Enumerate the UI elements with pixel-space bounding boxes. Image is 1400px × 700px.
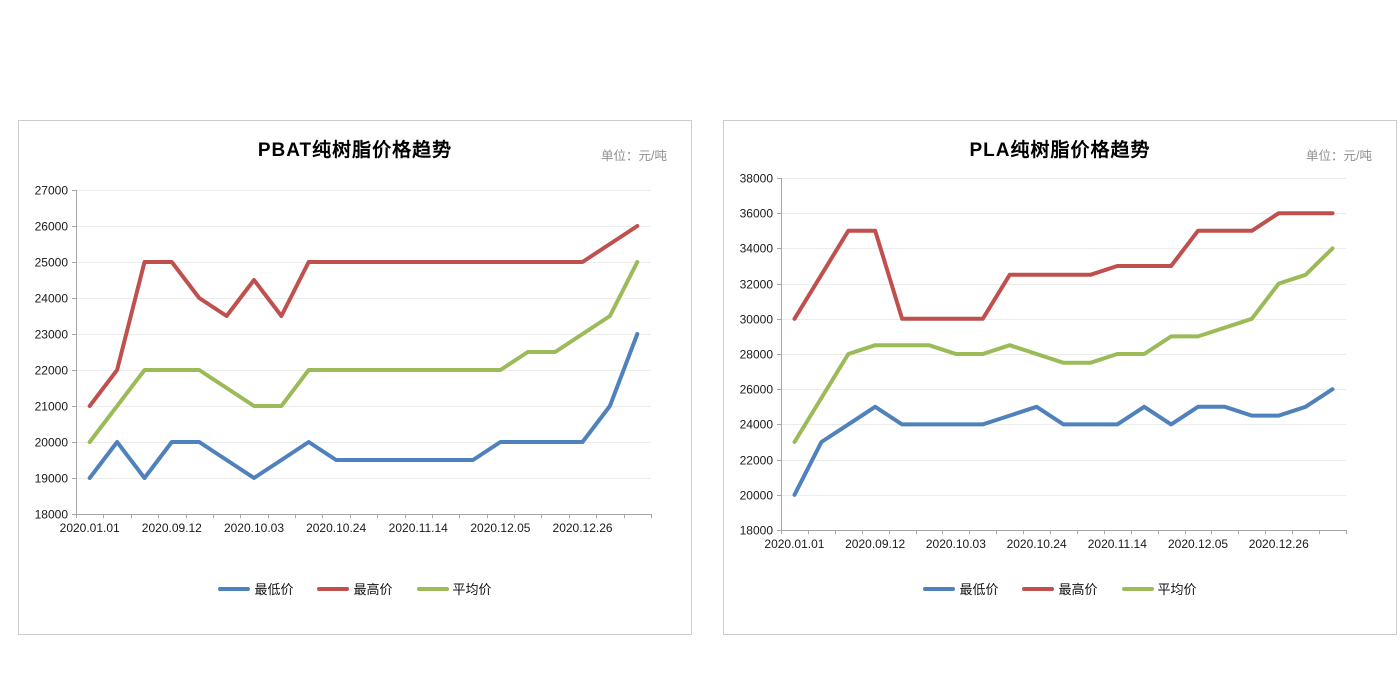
pla-chart-title: PLA纯树脂价格趋势 [969,140,1151,161]
legend-line-swatch [1121,586,1154,591]
legend: 最低价 最高价 平均价 [724,579,1396,598]
legend-item-min: 最低价 [218,579,293,598]
y-axis-label: 20000 [35,436,69,450]
y-axis-label: 34000 [740,242,774,256]
avg-price-line [792,246,1335,444]
y-axis-label: 23000 [35,328,69,342]
x-axis-label: 2020.01.01 [764,537,824,551]
unit-label: 单位：元/吨 [601,149,667,163]
y-axis-label: 30000 [740,313,774,327]
legend-item-avg: 平均价 [416,579,492,598]
legend-line-swatch [416,586,449,591]
pla-chart-panel: 18000 20000 22000 24000 26000 28000 30000 32000… [723,120,1397,635]
pbat-plot-svg: 18000 19000 20000 21000 22000 23000 24000 25000… [35,184,652,535]
y-axis-label: 28000 [740,348,774,362]
legend-line-swatch [317,586,350,591]
pbat-chart-panel: 18000 19000 20000 21000 22000 23000 24000 25000… [18,120,692,635]
x-axis-label: 2020.12.05 [470,521,530,535]
y-axis-label: 21000 [35,400,69,414]
y-axis-label: 22000 [35,364,69,378]
legend: 最低价 最高价 平均价 [19,579,691,598]
avg-price-line [87,260,640,444]
x-axis-label: 2020.10.24 [306,521,366,535]
legend-item-max: 最高价 [1022,579,1098,598]
legend-item-max: 最高价 [317,579,393,598]
y-axis-label: 26000 [35,220,69,234]
x-axis-label: 2020.11.14 [389,521,448,535]
y-axis-label: 38000 [740,172,774,186]
x-axis-label: 2020.09.12 [142,521,202,535]
legend-item-min: 最低价 [923,579,998,598]
y-axis-label: 24000 [740,418,774,432]
y-axis-label: 32000 [740,278,774,292]
y-axis-label: 22000 [740,454,774,468]
y-axis-label: 19000 [35,472,69,486]
legend-line-swatch [218,586,251,591]
min-price-line [87,332,640,480]
legend-item-avg: 平均价 [1121,579,1197,598]
x-axis-label: 2020.01.01 [60,521,120,535]
y-axis-label: 25000 [35,256,69,270]
legend-label: 平均价 [1157,582,1197,597]
y-axis-label: 36000 [740,207,774,221]
legend-line-swatch [1022,586,1055,591]
y-axis-label: 27000 [35,184,69,198]
y-axis-label: 18000 [740,524,774,538]
legend-line-swatch [923,586,956,591]
x-axis-label: 2020.11.14 [1088,537,1147,551]
legend-label: 平均价 [452,582,492,597]
legend-label: 最低价 [254,582,294,597]
x-axis-label: 2020.12.26 [553,521,613,535]
x-axis-label: 2020.09.12 [845,537,905,551]
x-axis-label: 2020.10.03 [926,537,986,551]
max-price-line [87,224,640,408]
y-axis-label: 18000 [35,508,69,522]
max-price-line [792,211,1335,321]
legend-label: 最高价 [353,582,393,597]
legend-label: 最低价 [959,582,999,597]
legend-label: 最高价 [1058,582,1098,597]
x-axis-label: 2020.12.26 [1249,537,1309,551]
pbat-chart-title: PBAT纯树脂价格趋势 [257,140,453,161]
y-axis-label: 20000 [740,489,774,503]
pla-plot-svg: 18000 20000 22000 24000 26000 28000 30000 32000… [740,172,1347,551]
unit-label: 单位：元/吨 [1306,149,1372,163]
min-price-line [792,387,1335,497]
y-axis-label: 26000 [740,383,774,397]
y-axis-label: 24000 [35,292,69,306]
x-axis-label: 2020.12.05 [1168,537,1228,551]
x-axis-label: 2020.10.03 [224,521,284,535]
x-axis-label: 2020.10.24 [1007,537,1067,551]
